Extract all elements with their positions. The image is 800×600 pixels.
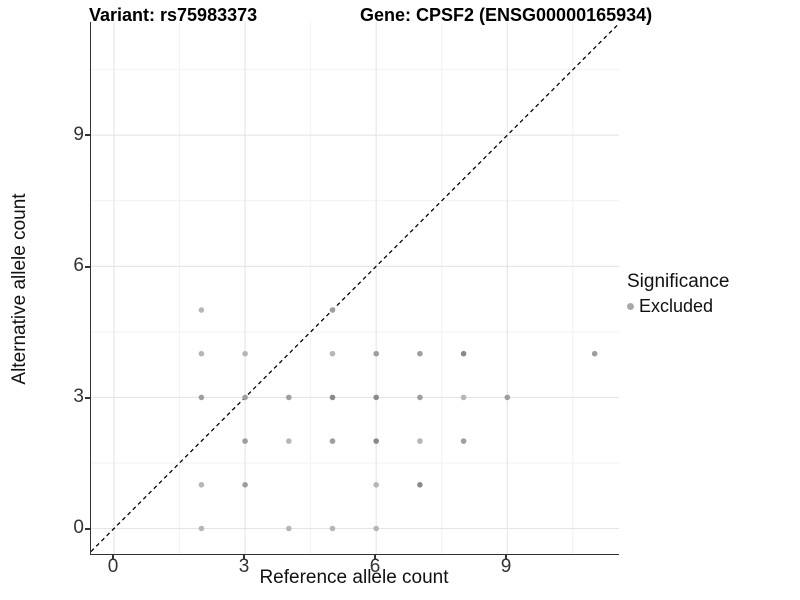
data-point [504, 394, 511, 401]
data-point [198, 394, 205, 401]
y-tick-mark [85, 266, 90, 268]
data-point [286, 394, 292, 401]
data-point [417, 438, 423, 444]
x-tick-mark [243, 554, 245, 559]
data-point [417, 394, 423, 401]
data-point [242, 482, 248, 488]
legend-point-icon [627, 303, 634, 310]
data-point [286, 438, 292, 444]
identity-reference-line [91, 23, 619, 552]
y-tick-mark [85, 528, 90, 530]
data-point [373, 525, 380, 532]
y-tick-label: 6 [73, 255, 84, 276]
data-point [198, 307, 205, 313]
y-tick-mark [85, 134, 90, 136]
data-point [460, 350, 467, 357]
y-tick-label: 3 [73, 386, 84, 407]
data-point [460, 394, 467, 401]
data-point [329, 307, 336, 313]
data-point [373, 350, 380, 357]
plot-title-variant: Variant: rs75983373 [89, 5, 258, 25]
y-axis-title: Alternative allele count [9, 193, 30, 385]
data-point [286, 525, 292, 532]
data-point [329, 394, 336, 401]
x-tick-label: 6 [369, 556, 381, 577]
x-tick-label: 9 [500, 556, 512, 577]
data-point [329, 438, 336, 444]
x-tick-label: 3 [238, 556, 250, 577]
data-point [373, 394, 380, 401]
data-point [198, 525, 205, 532]
data-point [242, 438, 248, 444]
x-axis-title: Reference allele count [259, 567, 449, 588]
plot-panel [90, 22, 619, 555]
data-point [591, 350, 598, 357]
plot-title-gene: Gene: CPSF2 (ENSG00000165934) [360, 5, 653, 25]
y-tick-label: 9 [73, 124, 84, 145]
data-point [460, 438, 467, 444]
data-point [329, 350, 336, 357]
x-tick-mark [112, 554, 114, 559]
scatter-plot-canvas [91, 22, 619, 554]
legend: Significance Excluded [627, 271, 729, 317]
data-point [198, 482, 205, 488]
y-tick-mark [85, 397, 90, 399]
x-tick-mark [374, 554, 376, 559]
legend-item-excluded: Excluded [627, 296, 729, 317]
data-point [417, 350, 423, 357]
data-point [242, 394, 248, 401]
data-point [373, 482, 380, 488]
x-tick-mark [505, 554, 507, 559]
data-point [198, 350, 205, 357]
legend-title: Significance [627, 271, 730, 292]
y-tick-label: 0 [73, 517, 84, 538]
x-tick-label: 0 [107, 556, 119, 577]
data-point [242, 350, 248, 357]
data-point [417, 482, 423, 488]
data-point [373, 438, 380, 444]
data-point [329, 525, 336, 532]
legend-item-label: Excluded [639, 296, 714, 316]
